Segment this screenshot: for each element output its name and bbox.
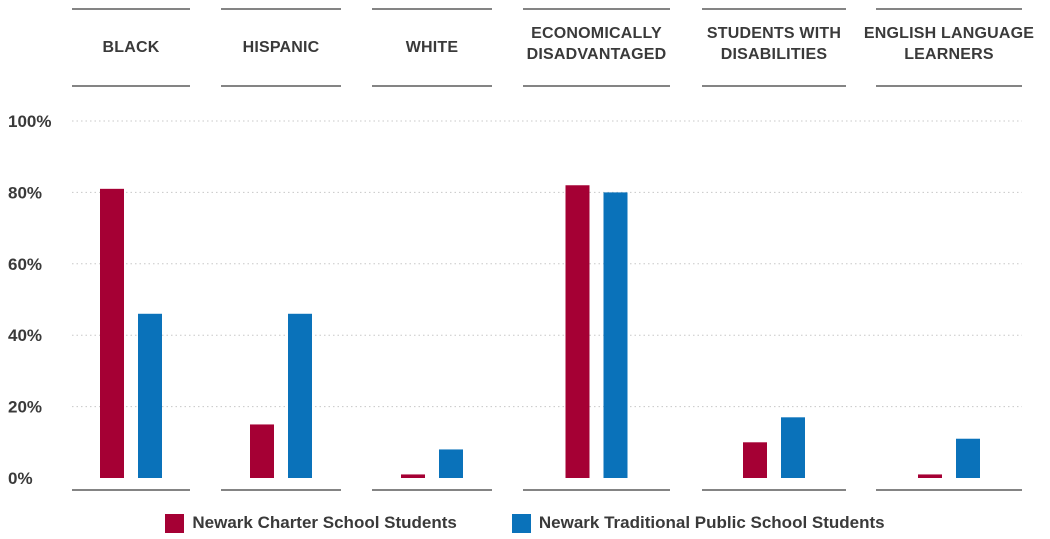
bar [401, 474, 425, 478]
legend-item-charter: Newark Charter School Students [165, 513, 457, 533]
category-label: DISABILITIES [721, 46, 828, 63]
category-label: WHITE [406, 39, 459, 56]
bar-chart: 0% 20% 40% 60% 80% 100% BLACK HISPANIC WHITE ECON… [8, 8, 1034, 491]
category-label: BLACK [103, 39, 160, 56]
bar [565, 185, 590, 478]
legend-swatch-charter [165, 513, 185, 533]
legend-swatch-traditional [511, 513, 531, 533]
y-tick-label: 60% [8, 255, 42, 274]
bar [138, 313, 162, 478]
bar [288, 313, 312, 478]
y-tick-label: 40% [8, 326, 42, 345]
category-label: ENGLISH LANGUAGE [864, 25, 1034, 42]
bar [603, 192, 628, 478]
legend-label-charter: Newark Charter School Students [192, 513, 457, 532]
bar [781, 417, 805, 478]
category-label: ECONOMICALLY [531, 25, 662, 42]
y-tick-label: 0% [8, 469, 33, 488]
bar [918, 474, 942, 478]
bar [250, 424, 274, 478]
category-label: HISPANIC [243, 39, 320, 56]
y-tick-label: 20% [8, 398, 42, 417]
bar [100, 188, 124, 478]
bar [956, 438, 980, 478]
category-label: STUDENTS WITH [707, 25, 841, 42]
category-label: LEARNERS [904, 46, 994, 63]
y-tick-label: 80% [8, 183, 42, 202]
legend: Newark Charter School Students Newark Tr… [0, 513, 1050, 533]
bar [439, 449, 463, 478]
legend-label-traditional: Newark Traditional Public School Student… [538, 513, 885, 532]
y-tick-label: 100% [8, 112, 51, 131]
legend-item-traditional: Newark Traditional Public School Student… [511, 513, 885, 533]
bar [743, 442, 767, 478]
category-label: DISADVANTAGED [527, 46, 667, 63]
